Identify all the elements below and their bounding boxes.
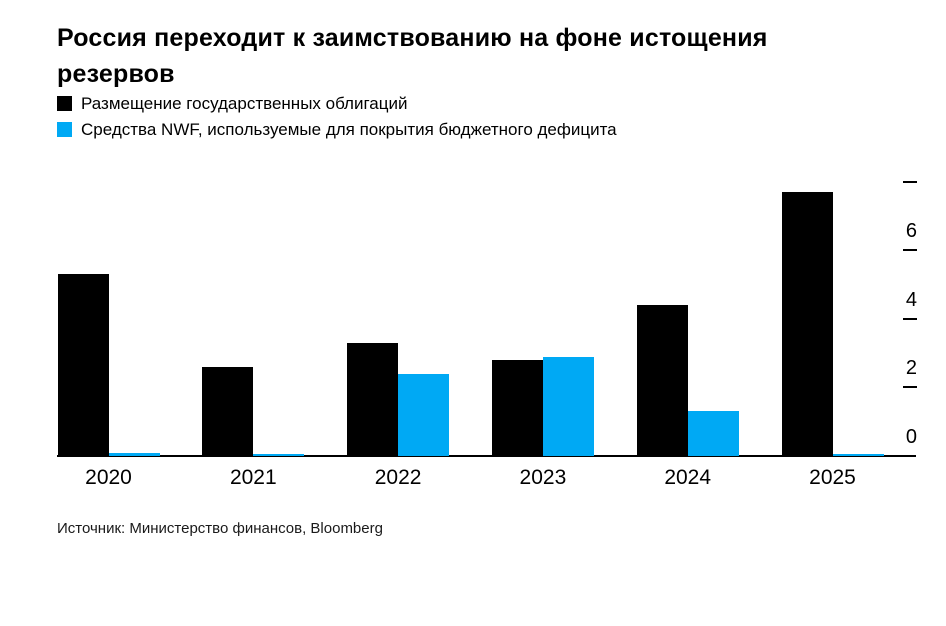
y-axis-tick-6: [903, 249, 917, 252]
bar-nwf-2022: [398, 374, 450, 456]
chart-title-line1: Россия переходит к заимствованию на фоне…: [57, 24, 768, 52]
y-axis-tick-8: [903, 180, 917, 183]
bar-bonds-2024: [636, 305, 688, 456]
bar-bonds-2023: [491, 360, 543, 456]
x-axis-label-2025: 2025: [809, 466, 856, 489]
x-axis-label-2022: 2022: [374, 466, 422, 489]
y-axis-label-0: 0: [905, 426, 917, 448]
legend-item-nwf: Средства NWF, используемые для покрытия …: [57, 119, 617, 140]
y-axis-label-2: 2: [905, 357, 917, 380]
x-axis-label-2024: 2024: [664, 466, 712, 489]
chart-title-line2: резервов: [57, 60, 175, 88]
bar-nwf-2021: [253, 454, 305, 456]
x-axis-label-2021: 2021: [229, 466, 277, 489]
bar-nwf-2024: [687, 411, 739, 456]
bar-bonds-2022: [347, 343, 399, 456]
legend-label-bonds: Размещение государственных облигаций: [81, 93, 408, 113]
chart-title: Россия переходит к заимствованию на фоне…: [57, 20, 917, 92]
source-note: Источник: Министерство финансов, Bloombe…: [57, 520, 383, 537]
legend-label-nwf: Средства NWF, используемые для покрытия …: [81, 119, 617, 139]
legend: Размещение государственных облигаций Сре…: [57, 93, 617, 145]
bar-nwf-2025: [832, 454, 884, 456]
bar-bonds-2021: [202, 367, 254, 456]
bar-bonds-2025: [781, 192, 833, 456]
bar-nwf-2020: [108, 453, 160, 456]
blue-square-swatch-icon: [57, 122, 72, 137]
bar-bonds-2020: [57, 274, 109, 456]
y-axis-tick-2: [903, 386, 917, 389]
legend-item-bonds: Размещение государственных облигаций: [57, 93, 617, 114]
y-axis-tick-4: [903, 317, 917, 320]
y-axis-label-4: 4: [905, 288, 917, 311]
x-axis-label-2020: 2020: [85, 466, 132, 489]
x-axis-label-2023: 2023: [519, 466, 567, 489]
bar-nwf-2023: [542, 357, 594, 456]
y-axis-label-6: 6: [905, 220, 917, 243]
x-axis-line: [57, 454, 916, 457]
black-square-swatch-icon: [57, 96, 72, 111]
